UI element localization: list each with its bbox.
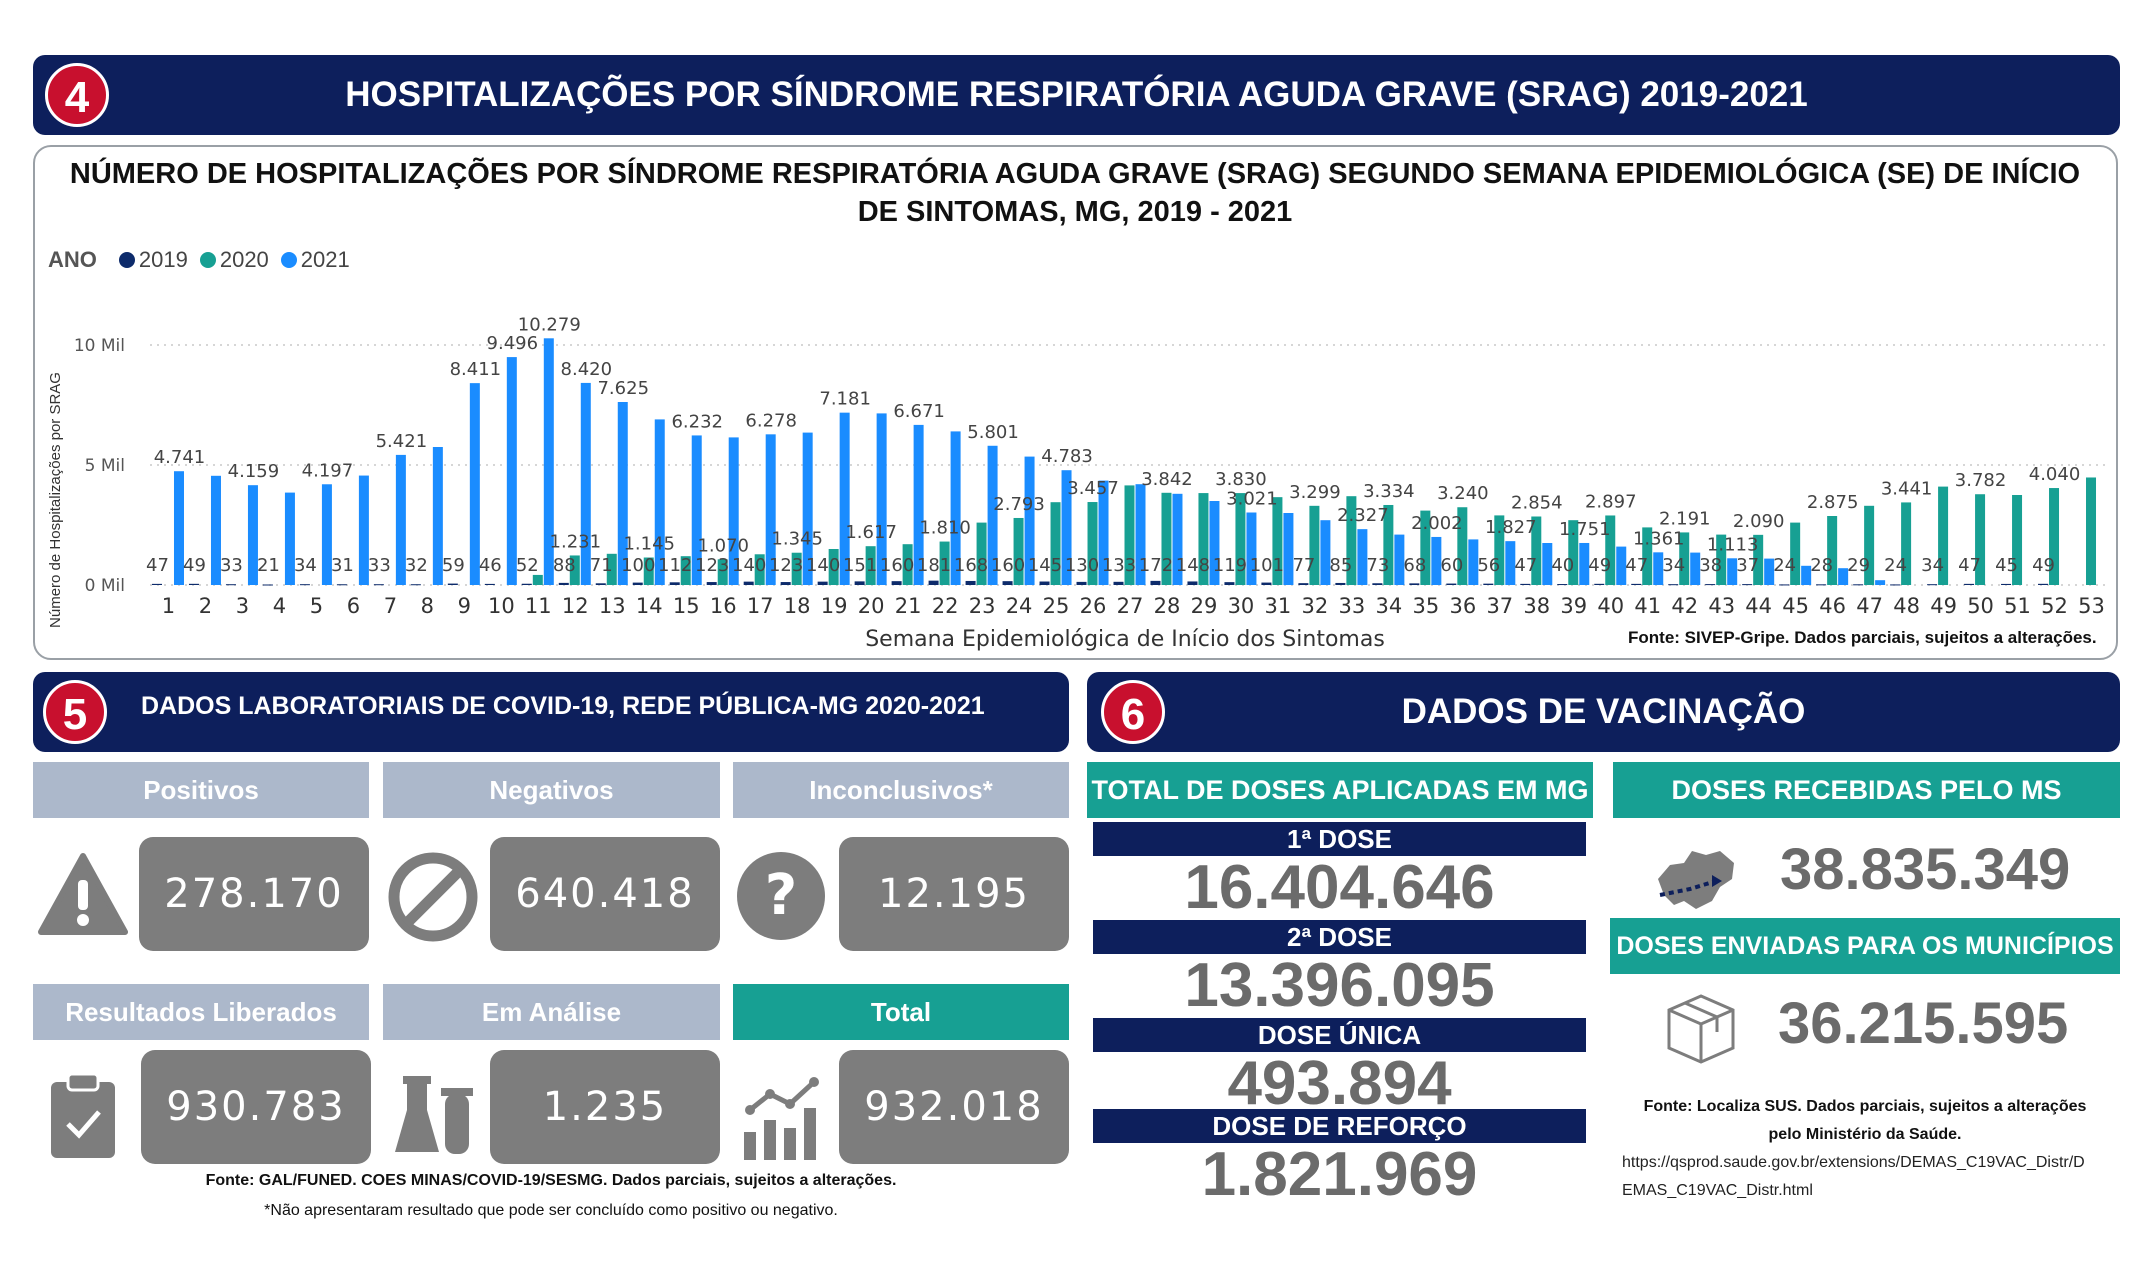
legend-title: ANO bbox=[48, 247, 97, 272]
header-total: Total bbox=[733, 984, 1069, 1040]
warning-icon bbox=[38, 853, 128, 935]
dose2-label: 2ª DOSE bbox=[1093, 920, 1586, 954]
chart-source: Fonte: SIVEP-Gripe. Dados parciais, suje… bbox=[1628, 628, 2097, 647]
bar-chart-icon bbox=[744, 1077, 819, 1160]
sent-value: 36.215.595 bbox=[1778, 991, 2069, 1056]
clipboard-check-icon bbox=[51, 1072, 115, 1158]
chart-frame bbox=[33, 145, 2118, 660]
vaccine-source-line2: pelo Ministério da Saúde. bbox=[1768, 1126, 1962, 1143]
value-negativos: 640.418 bbox=[490, 837, 720, 951]
legend-label-2021: 2021 bbox=[300, 247, 350, 272]
lab-flask-icon bbox=[395, 1076, 473, 1154]
prohibited-icon bbox=[388, 852, 478, 942]
header-doses-recebidas: DOSES RECEBIDAS PELO MS bbox=[1613, 762, 2120, 818]
question-icon: ? bbox=[737, 852, 825, 940]
section4-header: 4 HOSPITALIZAÇÕES POR SÍNDROME RESPIRATÓ… bbox=[33, 55, 2120, 135]
section6-title: DADOS DE VACINAÇÃO bbox=[1401, 692, 1806, 731]
legend-item-2021[interactable]: 2021 bbox=[275, 247, 350, 273]
value-positivos: 278.170 bbox=[139, 837, 369, 951]
legend-dot-2021 bbox=[280, 252, 297, 268]
dose1-label: 1ª DOSE bbox=[1093, 822, 1586, 856]
value-resultados-liberados: 930.783 bbox=[141, 1050, 371, 1164]
chart-title: NÚMERO DE HOSPITALIZAÇÕES POR SÍNDROME R… bbox=[69, 158, 2081, 228]
section5-badge: 5 bbox=[43, 680, 107, 744]
header-resultados-liberados: Resultados Liberados bbox=[33, 984, 369, 1040]
svg-text:?: ? bbox=[765, 863, 797, 928]
value-em-analise: 1.235 bbox=[490, 1050, 720, 1164]
dose-unica-label: DOSE ÚNICA bbox=[1093, 1018, 1586, 1052]
vaccine-url-line1[interactable]: https://qsprod.saude.gov.br/extensions/D… bbox=[1622, 1154, 2085, 1171]
dose-reforco-value: 1.821.969 bbox=[1201, 1140, 1478, 1209]
received-value: 38.835.349 bbox=[1780, 837, 2071, 902]
chart-legend: ANO 2019 2020 2021 bbox=[48, 247, 350, 273]
dose2-value: 13.396.095 bbox=[1184, 951, 1495, 1020]
legend-label-2019: 2019 bbox=[138, 247, 188, 272]
value-total: 932.018 bbox=[839, 1050, 1069, 1164]
legend-item-2020[interactable]: 2020 bbox=[194, 247, 269, 273]
lab-source: Fonte: GAL/FUNED. COES MINAS/COVID-19/SE… bbox=[205, 1172, 897, 1189]
section4-title: HOSPITALIZAÇÕES POR SÍNDROME RESPIRATÓRI… bbox=[345, 75, 1808, 114]
dose1-value: 16.404.646 bbox=[1184, 853, 1495, 922]
package-box-icon bbox=[1667, 994, 1735, 1064]
header-positivos: Positivos bbox=[33, 762, 369, 818]
legend-dot-2020 bbox=[199, 252, 216, 268]
value-inconclusivos: 12.195 bbox=[839, 837, 1069, 951]
legend-dot-2019 bbox=[118, 252, 135, 268]
section4-badge: 4 bbox=[45, 63, 109, 127]
header-inconclusivos: Inconclusivos* bbox=[733, 762, 1069, 818]
legend-label-2020: 2020 bbox=[219, 247, 269, 272]
vaccine-source-line1: Fonte: Localiza SUS. Dados parciais, suj… bbox=[1643, 1098, 2087, 1115]
section6-header: 6 DADOS DE VACINAÇÃO bbox=[1087, 672, 2120, 752]
section5-header: 5 DADOS LABORATORIAIS DE COVID-19, REDE … bbox=[33, 672, 1069, 752]
vaccine-url-line2[interactable]: EMAS_C19VAC_Distr.html bbox=[1622, 1182, 1813, 1199]
section6-badge: 6 bbox=[1101, 680, 1165, 744]
section5-title: DADOS LABORATORIAIS DE COVID-19, REDE PÚ… bbox=[141, 692, 985, 720]
minas-gerais-map-icon bbox=[1658, 851, 1734, 909]
header-total-doses: TOTAL DE DOSES APLICADAS EM MG bbox=[1087, 762, 1593, 818]
dose-unica-value: 493.894 bbox=[1227, 1049, 1452, 1118]
dose-reforco-label: DOSE DE REFORÇO bbox=[1093, 1109, 1586, 1143]
header-em-analise: Em Análise bbox=[383, 984, 720, 1040]
lab-footnote: *Não apresentaram resultado que pode ser… bbox=[264, 1202, 838, 1219]
legend-item-2019[interactable]: 2019 bbox=[113, 247, 188, 273]
header-doses-enviadas: DOSES ENVIADAS PARA OS MUNICÍPIOS bbox=[1610, 918, 2120, 974]
header-negativos: Negativos bbox=[383, 762, 720, 818]
